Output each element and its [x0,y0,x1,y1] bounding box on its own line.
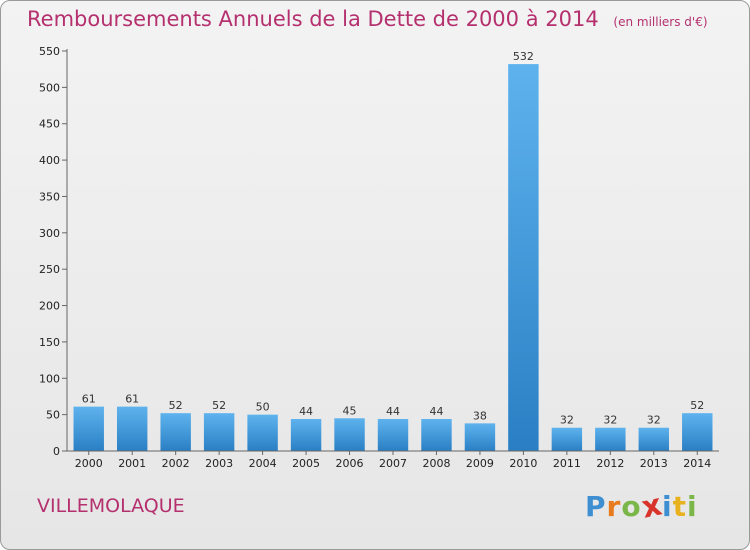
y-axis: 0 50 100 150 200 250 300 350 400 450 500 550 [39,45,68,458]
bar-value-label: 44 [386,405,400,418]
x-tick-label: 2002 [162,457,190,470]
x-tick-label: 2010 [509,457,537,470]
bar-2012 [595,427,626,451]
y-tick-label: 350 [39,190,60,203]
bar-2003 [203,413,235,451]
logo-letter: o [621,490,642,523]
x-tick-label: 2007 [379,457,407,470]
bar-2000 [73,406,104,451]
y-tick-label: 250 [39,263,60,276]
bar-value-label: 44 [429,405,443,418]
y-tick-label: 200 [39,300,60,313]
bar-2005 [290,419,322,451]
bar-2008 [421,419,452,451]
x-tick-label: 2013 [640,457,668,470]
bar-2010 [508,64,539,451]
y-tick-label: 450 [39,118,60,131]
x-tick-label: 2009 [466,457,494,470]
y-tick-label: 50 [46,409,60,422]
bar-value-label: 32 [647,414,661,427]
logo-letter: r [606,490,622,523]
bar-value-label: 52 [212,399,226,412]
x-tick-label: 2005 [292,457,320,470]
bar-2006 [334,418,365,451]
x-tick-label: 2006 [336,457,364,470]
y-tick-label: 100 [39,372,60,385]
bar-value-label: 52 [690,399,704,412]
logo-letter: P [585,490,607,523]
x-tick-label: 2014 [683,457,711,470]
bar-value-label: 32 [560,414,574,427]
bars: 61 61 52 52 50 44 45 44 44 38 532 32 32 32 52 [73,50,713,451]
y-tick-label: 400 [39,154,60,167]
chart-title-main: Remboursements Annuels de la Dette de 20… [27,7,599,31]
bar-2011 [551,427,583,451]
bar-2002 [160,413,191,451]
bar-2014 [682,413,713,451]
x-tick-label: 2012 [596,457,624,470]
bar-value-label: 52 [169,399,183,412]
x-tick-label: 2011 [553,457,581,470]
x-tick-label: 2003 [205,457,233,470]
chart-title-unit: (en milliers d'€) [613,15,708,29]
bar-2013 [638,427,670,451]
logo-letter: i [686,490,698,523]
y-tick-label: 550 [39,45,60,58]
proxiti-logo: Proxiti [585,487,698,525]
y-tick-label: 300 [39,227,60,240]
bar-value-label: 38 [473,409,487,422]
bar-value-label: 50 [256,401,270,414]
x-tick-label: 2000 [75,457,103,470]
bar-2009 [464,423,496,451]
y-tick-label: 150 [39,336,60,349]
x-axis: 2000 2001 2002 2003 2004 2005 2006 2007 2008 2009… [67,450,719,470]
bar-value-label: 61 [82,393,96,406]
bar-2001 [116,406,148,451]
logo-letter: t [672,490,687,523]
chart-title: Remboursements Annuels de la Dette de 20… [27,7,708,31]
x-tick-label: 2008 [422,457,450,470]
x-tick-label: 2001 [118,457,146,470]
y-tick-label: 500 [39,81,60,94]
logo-letter: i [661,490,673,523]
x-tick-label: 2004 [249,457,277,470]
bar-2007 [377,419,409,451]
bar-2004 [247,414,278,451]
bar-value-label: 44 [299,405,313,418]
bar-value-label: 61 [125,393,139,406]
bar-value-label: 32 [603,414,617,427]
bar-value-label: 45 [343,404,357,417]
bar-value-label: 532 [513,50,534,63]
y-tick-label: 0 [53,445,60,458]
commune-name: VILLEMOLAQUE [37,495,185,517]
